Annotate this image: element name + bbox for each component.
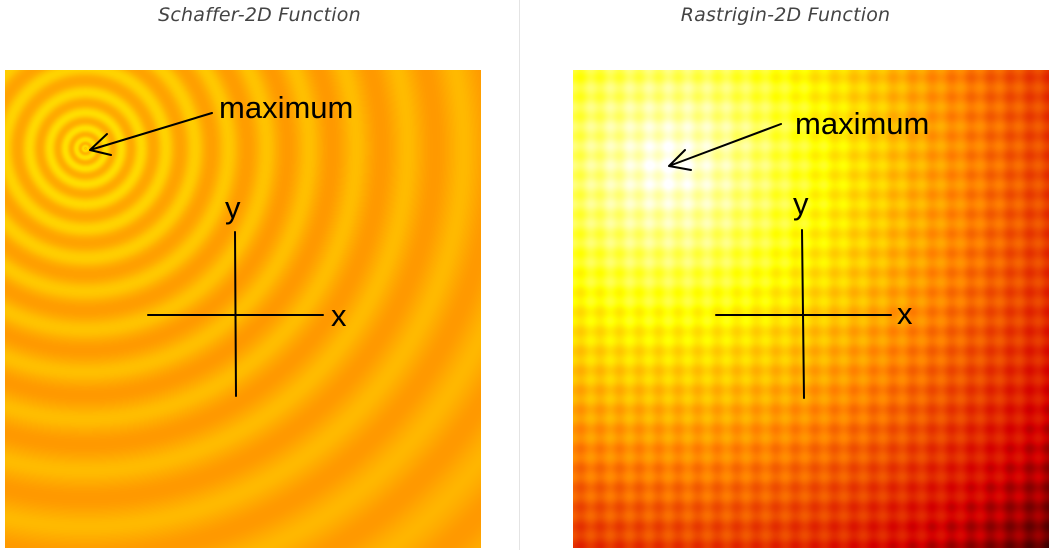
schaffer-y-axis xyxy=(234,231,237,397)
rastrigin-x-label: x xyxy=(897,296,913,331)
rastrigin-heatmap-canvas xyxy=(573,70,1049,548)
schaffer-panel: Schaffer-2D Function maximum y x xyxy=(0,0,519,550)
rastrigin-y-axis xyxy=(801,229,805,399)
rastrigin-maximum-arrow xyxy=(668,123,782,171)
schaffer-caption: Schaffer-2D Function xyxy=(158,4,361,26)
schaffer-y-label: y xyxy=(225,190,241,225)
panel-divider xyxy=(519,0,520,550)
schaffer-heatmap-canvas xyxy=(5,70,481,548)
rastrigin-y-label: y xyxy=(793,186,809,221)
rastrigin-panel: Rastrigin-2D Function maximum y x xyxy=(520,0,1051,550)
rastrigin-maximum-label: maximum xyxy=(795,106,930,141)
schaffer-maximum-label: maximum xyxy=(219,90,354,125)
schaffer-maximum-arrow xyxy=(89,112,213,156)
schaffer-x-label: x xyxy=(331,298,347,333)
schaffer-heatmap: maximum y x xyxy=(5,70,481,548)
rastrigin-caption: Rastrigin-2D Function xyxy=(680,4,891,26)
schaffer-overlay xyxy=(89,112,324,397)
rastrigin-heatmap: maximum y x xyxy=(573,70,1049,548)
rastrigin-overlay xyxy=(668,123,892,399)
